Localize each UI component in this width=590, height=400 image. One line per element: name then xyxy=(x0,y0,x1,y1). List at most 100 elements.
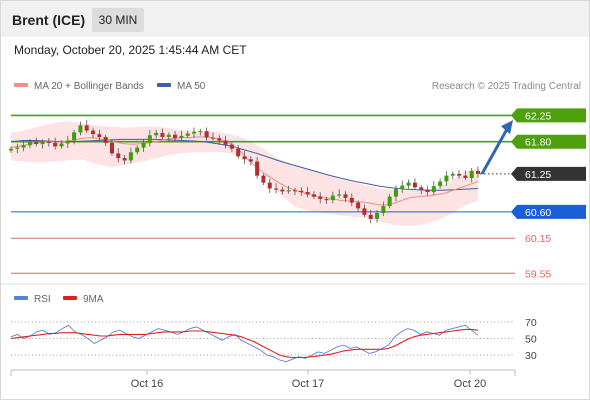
timeframe-badge[interactable]: 30 MIN xyxy=(92,8,144,32)
candle-body xyxy=(65,140,70,144)
candle-body xyxy=(236,148,241,157)
candle-body xyxy=(109,142,114,154)
candle-body xyxy=(311,194,316,197)
candle-body xyxy=(27,142,32,146)
rsi-swatch xyxy=(14,296,28,301)
candle-body xyxy=(15,147,20,149)
candle-body xyxy=(444,175,449,182)
rsi-series-RSI xyxy=(10,324,479,363)
level-label-62.25: 62.25 xyxy=(525,110,551,122)
forecast-arrow-shaft xyxy=(480,128,509,175)
rsi-tick-label: 30 xyxy=(525,350,537,362)
candle-body xyxy=(318,196,323,200)
candle-body xyxy=(141,142,146,148)
candle-body xyxy=(255,161,260,176)
candle-body xyxy=(349,197,354,203)
candle-body xyxy=(431,186,436,193)
candle-body xyxy=(229,144,234,149)
candle-body xyxy=(223,140,228,145)
legend-rsi-ma-label: 9MA xyxy=(83,294,104,305)
candle-body xyxy=(40,141,45,145)
candle-body xyxy=(128,152,133,161)
header-bar: Brent (ICE) 30 MIN xyxy=(1,1,589,37)
candle-body xyxy=(135,147,140,153)
candle-body xyxy=(324,199,329,201)
candle-body xyxy=(160,132,165,138)
candle-body xyxy=(204,131,209,138)
candle-body xyxy=(34,142,39,145)
candle-body xyxy=(299,190,304,193)
candle-body xyxy=(59,143,64,147)
candle-body xyxy=(78,125,83,133)
candle-body xyxy=(72,132,77,141)
candle-body xyxy=(425,189,430,193)
candle-body xyxy=(191,131,197,134)
level-label-61.25: 61.25 xyxy=(525,169,551,181)
candle-body xyxy=(166,134,171,138)
candle-body xyxy=(116,153,121,159)
candle-body xyxy=(419,187,424,190)
candle-body xyxy=(198,131,203,133)
level-tag-61.80 xyxy=(511,134,586,149)
legend-rsi-label: RSI xyxy=(34,294,51,305)
candle-body xyxy=(286,190,291,192)
level-label-60.15: 60.15 xyxy=(525,233,551,245)
candle-body xyxy=(412,182,417,188)
candle-body xyxy=(292,190,298,192)
timestamp: Monday, October 20, 2025 1:45:44 AM CET xyxy=(14,43,247,57)
candle-body xyxy=(400,185,405,190)
candle-body xyxy=(387,196,392,207)
candle-body xyxy=(330,195,335,201)
bollinger-band-area xyxy=(11,121,478,226)
candle-body xyxy=(280,189,285,192)
candle-body xyxy=(103,137,108,143)
candle-body xyxy=(173,134,178,139)
legend-rsi-ma: 9MA xyxy=(63,294,104,305)
candle-body xyxy=(438,181,443,187)
candle-body xyxy=(21,145,26,148)
candle-body xyxy=(84,125,89,131)
candle-body xyxy=(368,214,373,219)
forecast-arrow-head xyxy=(501,120,513,135)
candle-body xyxy=(261,175,266,183)
candle-body xyxy=(475,170,481,174)
level-tag-62.25 xyxy=(511,108,586,123)
candle-body xyxy=(147,135,152,143)
candle-body xyxy=(469,170,474,178)
credit-text: Research © 2025 Trading Central xyxy=(431,81,581,92)
level-tag-61.25 xyxy=(511,166,586,181)
candle-body xyxy=(463,175,468,178)
x-tick-label: Oct 17 xyxy=(292,378,324,390)
candle-body xyxy=(343,194,348,198)
candle-body xyxy=(457,173,462,176)
candle-body xyxy=(362,208,367,215)
candle-body xyxy=(122,158,127,161)
x-tick-label: Oct 16 xyxy=(131,378,163,390)
rsi-ma-swatch xyxy=(63,296,77,301)
candle-body xyxy=(46,141,51,143)
ma50-line xyxy=(10,138,479,191)
candle-body xyxy=(356,202,361,209)
ma20-swatch xyxy=(14,83,28,88)
candle-body xyxy=(381,206,386,214)
x-tick-label: Oct 20 xyxy=(454,378,486,390)
ma50-swatch xyxy=(157,83,171,88)
level-label-60.60: 60.60 xyxy=(525,207,551,219)
candle-body xyxy=(217,138,222,141)
candle-body xyxy=(450,173,455,176)
candle-body xyxy=(393,189,398,197)
level-tag-60.60 xyxy=(511,204,586,219)
candle-body xyxy=(267,182,272,189)
candle-body xyxy=(248,159,253,162)
legend-ma20-label: MA 20 + Bollinger Bands xyxy=(34,81,144,92)
candle-body xyxy=(185,133,190,136)
candle-body xyxy=(210,137,215,139)
candle-body xyxy=(8,148,14,151)
candle-body xyxy=(91,130,96,135)
legend-ma50: MA 50 xyxy=(157,81,205,92)
candle-body xyxy=(375,213,380,219)
legend-rsi: RSI xyxy=(14,294,51,305)
candle-body xyxy=(242,156,247,160)
